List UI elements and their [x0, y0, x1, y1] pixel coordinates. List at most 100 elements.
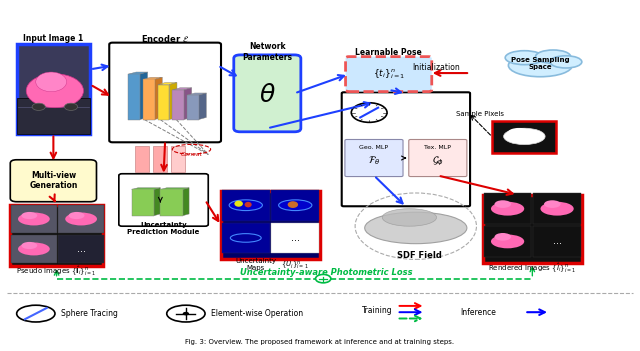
Text: Encoder $\mathcal{E}$: Encoder $\mathcal{E}$	[141, 33, 189, 44]
Bar	[10, 205, 103, 266]
Text: Sphere Tracing: Sphere Tracing	[61, 309, 118, 318]
Text: Inference: Inference	[461, 308, 497, 317]
Bar	[484, 193, 531, 224]
FancyBboxPatch shape	[345, 139, 403, 177]
FancyBboxPatch shape	[409, 139, 467, 177]
Circle shape	[32, 103, 45, 111]
Text: $\theta$: $\theta$	[259, 83, 276, 107]
Ellipse shape	[540, 202, 573, 216]
Text: $\mathcal{F}_\theta$: $\mathcal{F}_\theta$	[368, 154, 380, 167]
Text: Geo. MLP: Geo. MLP	[360, 145, 388, 150]
Ellipse shape	[65, 212, 97, 225]
Ellipse shape	[491, 234, 524, 248]
Text: Training: Training	[362, 306, 392, 314]
Bar	[11, 205, 56, 233]
Text: Pose Sampling
Space: Pose Sampling Space	[511, 57, 570, 70]
Bar	[171, 146, 184, 172]
Ellipse shape	[68, 212, 84, 219]
Ellipse shape	[544, 200, 561, 208]
Ellipse shape	[21, 212, 37, 219]
Text: Uncertainty
Prediction Module: Uncertainty Prediction Module	[127, 222, 200, 235]
Bar	[484, 226, 531, 257]
FancyBboxPatch shape	[119, 174, 208, 226]
Bar	[533, 226, 581, 257]
Polygon shape	[158, 82, 177, 85]
Text: Uncertainty
Maps: Uncertainty Maps	[235, 258, 276, 271]
Ellipse shape	[508, 128, 531, 137]
Bar	[129, 74, 140, 120]
Text: Sample Pixels: Sample Pixels	[456, 111, 504, 117]
Ellipse shape	[229, 200, 262, 211]
Polygon shape	[129, 72, 148, 74]
FancyBboxPatch shape	[346, 57, 432, 92]
Bar	[173, 90, 184, 120]
Ellipse shape	[508, 54, 572, 77]
Bar	[271, 223, 319, 253]
Bar	[483, 195, 582, 263]
Text: $\{U_i\}_{i=1}^n$: $\{U_i\}_{i=1}^n$	[282, 260, 309, 272]
Circle shape	[316, 274, 331, 283]
Ellipse shape	[365, 212, 467, 244]
Text: ...: ...	[552, 237, 561, 246]
Ellipse shape	[18, 212, 50, 225]
Ellipse shape	[287, 201, 298, 208]
Ellipse shape	[17, 305, 55, 322]
Bar	[161, 190, 182, 216]
Ellipse shape	[26, 74, 83, 108]
Ellipse shape	[36, 72, 67, 92]
Polygon shape	[187, 93, 206, 95]
Bar	[222, 190, 269, 220]
Bar	[17, 44, 90, 133]
Polygon shape	[161, 188, 189, 190]
Ellipse shape	[491, 202, 524, 216]
Text: Initialization: Initialization	[413, 62, 461, 72]
Ellipse shape	[382, 209, 436, 226]
Ellipse shape	[505, 51, 543, 65]
Bar	[271, 190, 319, 220]
Polygon shape	[170, 82, 177, 120]
Polygon shape	[140, 72, 148, 120]
Bar	[143, 79, 155, 120]
FancyBboxPatch shape	[10, 160, 97, 202]
Text: Network
Parameters: Network Parameters	[243, 42, 292, 62]
Text: Multi-view
Generation: Multi-view Generation	[29, 171, 77, 191]
Polygon shape	[184, 88, 191, 120]
Ellipse shape	[495, 200, 511, 208]
Polygon shape	[143, 77, 163, 79]
Text: Rendered Images $\{\hat{I}_i\}_{i=1}^n$: Rendered Images $\{\hat{I}_i\}_{i=1}^n$	[488, 261, 577, 275]
Text: $\{t_i\}_{i=1}^n$: $\{t_i\}_{i=1}^n$	[372, 67, 404, 81]
Bar	[187, 95, 198, 120]
FancyBboxPatch shape	[234, 55, 301, 132]
Ellipse shape	[550, 56, 582, 68]
Text: Tex. MLP: Tex. MLP	[424, 145, 451, 150]
Polygon shape	[173, 88, 191, 90]
Text: Fig. 3: Overview. The proposed framework at inference and at training steps.: Fig. 3: Overview. The proposed framework…	[186, 339, 454, 345]
Ellipse shape	[21, 242, 37, 249]
Bar	[221, 191, 320, 259]
Bar	[58, 234, 104, 263]
Bar	[58, 205, 104, 233]
FancyBboxPatch shape	[342, 92, 470, 206]
Bar	[158, 85, 170, 120]
Ellipse shape	[495, 233, 511, 241]
Ellipse shape	[504, 128, 545, 145]
Bar	[132, 190, 154, 216]
Text: Concat: Concat	[180, 152, 202, 157]
Bar	[533, 193, 581, 224]
Text: ...: ...	[77, 244, 86, 254]
Text: ...: ...	[291, 233, 300, 243]
Polygon shape	[154, 188, 161, 216]
Bar	[492, 121, 556, 153]
Ellipse shape	[278, 200, 312, 211]
Text: Pseudo images $\{\hat{\mathbf{I}}_i\}_{i=1}^n$: Pseudo images $\{\hat{\mathbf{I}}_i\}_{i…	[17, 265, 97, 278]
Bar	[17, 98, 90, 133]
Circle shape	[65, 103, 77, 111]
Text: Uncertainty-aware Photometric Loss: Uncertainty-aware Photometric Loss	[240, 268, 413, 277]
Ellipse shape	[234, 201, 243, 207]
Bar	[222, 223, 269, 253]
Bar	[153, 146, 167, 172]
Text: $\mathcal{G}_\phi$: $\mathcal{G}_\phi$	[432, 154, 444, 167]
Ellipse shape	[167, 305, 205, 322]
Polygon shape	[182, 188, 189, 216]
Text: SDF Field: SDF Field	[397, 251, 442, 260]
